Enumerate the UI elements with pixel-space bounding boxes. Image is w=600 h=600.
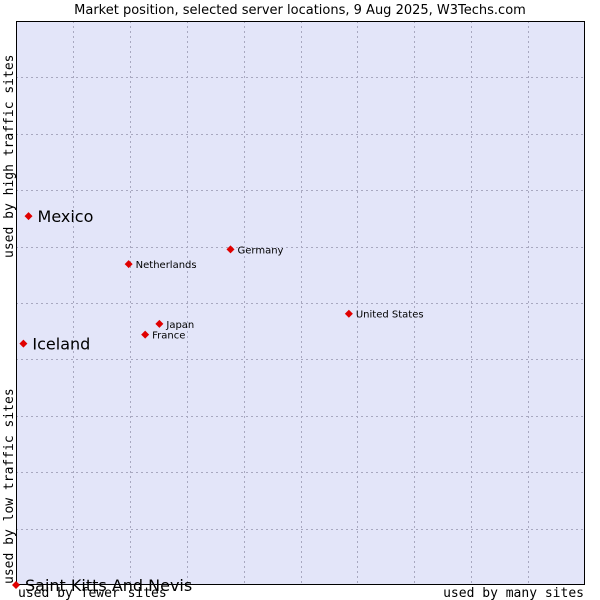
point-marker-united-states <box>344 309 353 318</box>
point-label-saint-kitts-and-nevis: Saint Kitts And Nevis <box>25 576 192 595</box>
y-axis-label-top: used by high traffic sites <box>2 55 17 259</box>
y-axis-label-bottom: used by low traffic sites <box>2 388 17 584</box>
point-label-mexico: Mexico <box>38 207 94 226</box>
point-marker-iceland <box>19 339 28 348</box>
point-marker-germany <box>226 245 235 254</box>
point-marker-mexico <box>24 212 33 221</box>
point-marker-saint-kitts-and-nevis <box>12 581 20 589</box>
x-axis-label-right: used by many sites <box>443 586 584 600</box>
point-marker-france <box>141 330 150 339</box>
x-axis-label-left: used by fewer sites <box>18 586 167 600</box>
chart-title: Market position, selected server locatio… <box>74 3 526 18</box>
point-marker-netherlands <box>124 260 133 269</box>
plot-area <box>16 21 585 585</box>
point-marker-japan <box>155 319 164 328</box>
plot-frame <box>16 21 585 585</box>
point-label-iceland: Iceland <box>32 335 90 354</box>
point-label-japan: Japan <box>165 320 194 331</box>
grid-lines <box>16 21 585 585</box>
point-label-netherlands: Netherlands <box>136 260 197 271</box>
data-points: Mexico Iceland Saint Kitts And Nevis Nether… <box>12 207 424 595</box>
point-label-france: France <box>152 331 185 342</box>
point-label-united-states: United States <box>356 310 424 321</box>
point-label-germany: Germany <box>238 245 284 256</box>
